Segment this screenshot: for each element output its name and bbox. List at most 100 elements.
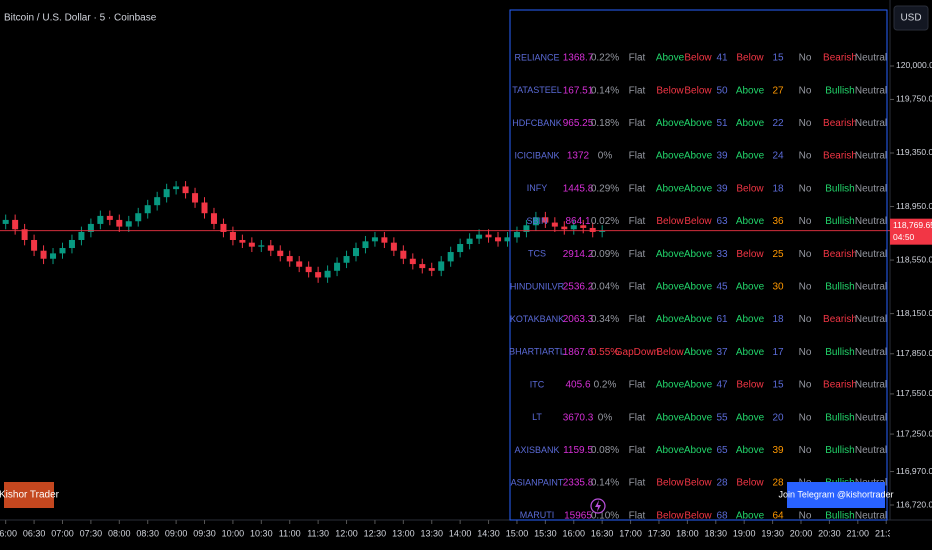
table-cell: 0.2%: [594, 380, 617, 391]
table-cell: 0%: [598, 412, 613, 423]
table-cell: Below: [656, 347, 684, 358]
table-cell: Bullish: [825, 510, 854, 521]
table-cell: No: [799, 380, 812, 391]
table-cell: Above: [684, 183, 713, 194]
candle-body: [258, 245, 265, 247]
x-tick-label: 11:30: [307, 528, 329, 538]
table-cell: Above: [736, 85, 765, 96]
table-cell: 22: [772, 118, 784, 129]
table-cell: SBIN: [526, 216, 547, 226]
candle-body: [315, 272, 322, 278]
table-cell: 0.22%: [591, 53, 619, 64]
candle-body: [68, 239, 75, 249]
x-tick-label: 19:00: [733, 528, 756, 538]
table-cell: 63: [716, 216, 728, 227]
table-cell: Neutral: [855, 412, 887, 423]
table-cell: 405.6: [565, 380, 590, 391]
x-tick-label: 06:30: [23, 528, 46, 538]
x-tick-label: 14:30: [477, 528, 500, 538]
table-cell: 0.34%: [591, 314, 619, 325]
alert-icon-bolt: [595, 500, 601, 512]
candle-body: [125, 221, 132, 227]
table-cell: HINDUNILVR: [510, 281, 565, 291]
table-cell: 45: [716, 282, 728, 293]
table-cell: Below: [684, 478, 712, 489]
table-cell: Flat: [629, 183, 646, 194]
y-tick-label: 117,550.00: [896, 388, 932, 398]
candle-body: [201, 202, 208, 214]
table-cell: Bullish: [825, 183, 854, 194]
y-tick-label: 117,850.00: [896, 348, 932, 358]
x-tick-label: 17:00: [619, 528, 642, 538]
candle-body: [31, 239, 38, 251]
table-cell: No: [799, 314, 812, 325]
y-tick-label: 117,250.00: [896, 428, 932, 438]
table-cell: Above: [656, 380, 685, 391]
table-cell: 39: [716, 183, 728, 194]
candle-body: [570, 225, 577, 230]
table-cell: Neutral: [855, 249, 887, 260]
currency-button[interactable]: [893, 5, 929, 31]
telegram-button-label[interactable]: Join Telegram @kishortrader: [778, 489, 893, 499]
time-axis: 06:00 06:30 07:00 07:30 08:00 08:30 09:00 09:30…: [0, 520, 898, 538]
y-tick-label: 116,720.00: [896, 499, 932, 509]
table-cell: Above: [684, 412, 713, 423]
x-tick-label: 14:00: [449, 528, 472, 538]
table-cell: Below: [736, 249, 764, 260]
table-cell: 0.14%: [591, 85, 619, 96]
table-cell: ITC: [530, 379, 545, 389]
candle-body: [220, 223, 227, 232]
table-cell: Below: [684, 85, 712, 96]
candle-body: [551, 222, 558, 227]
candle-body: [390, 242, 397, 251]
table-cell: GapDown: [615, 347, 659, 358]
table-cell: Below: [736, 53, 764, 64]
table-cell: 2335.8: [563, 478, 594, 489]
candle-body: [286, 256, 293, 262]
x-tick-label: 08:30: [136, 528, 159, 538]
table-cell: 18: [772, 183, 784, 194]
table-cell: Neutral: [855, 53, 887, 64]
currency-label[interactable]: USD: [900, 13, 921, 24]
candle-body: [371, 237, 378, 242]
last-price-tag: [890, 218, 932, 245]
table-cell: 65: [716, 445, 728, 456]
candle-body: [21, 229, 28, 240]
table-cell: Flat: [629, 216, 646, 227]
table-cell: Above: [684, 347, 713, 358]
table-cell: Bullish: [825, 216, 854, 227]
y-tick-label: 118,950.00: [896, 201, 932, 211]
alert-icon[interactable]: [590, 498, 606, 514]
table-cell: Above: [656, 445, 685, 456]
x-tick-label: 21:30: [875, 528, 898, 538]
telegram-button[interactable]: [787, 482, 885, 508]
table-cell: No: [799, 85, 812, 96]
table-cell: Above: [684, 314, 713, 325]
table-cell: Bearish: [823, 53, 857, 64]
last-price-label: 118,769.65: [893, 220, 932, 230]
table-cell: Flat: [629, 249, 646, 260]
brand-badge: [4, 482, 54, 508]
table-cell: 0.04%: [591, 282, 619, 293]
candle-body: [589, 227, 596, 232]
table-cell: Flat: [629, 380, 646, 391]
table-cell: 2063.3: [563, 314, 594, 325]
table-cell: 0.29%: [591, 183, 619, 194]
table-cell: AXISBANK: [514, 445, 559, 455]
table-cell: 15: [772, 380, 784, 391]
y-tick-label: 118,550.00: [896, 254, 932, 264]
table-cell: Above: [684, 118, 713, 129]
table-cell: Below: [684, 510, 712, 521]
table-cell: TATASTEEL: [512, 85, 562, 95]
table-cell: Flat: [629, 282, 646, 293]
candle-body: [353, 248, 359, 257]
table-cell: 0.18%: [591, 118, 619, 129]
candle-body: [229, 231, 236, 240]
candle-body: [561, 226, 568, 230]
candle-body: [523, 225, 530, 232]
table-cell: Flat: [629, 412, 646, 423]
x-tick-label: 17:30: [648, 528, 671, 538]
table-cell: Bearish: [823, 151, 857, 162]
table-cell: 0.10%: [591, 510, 619, 521]
